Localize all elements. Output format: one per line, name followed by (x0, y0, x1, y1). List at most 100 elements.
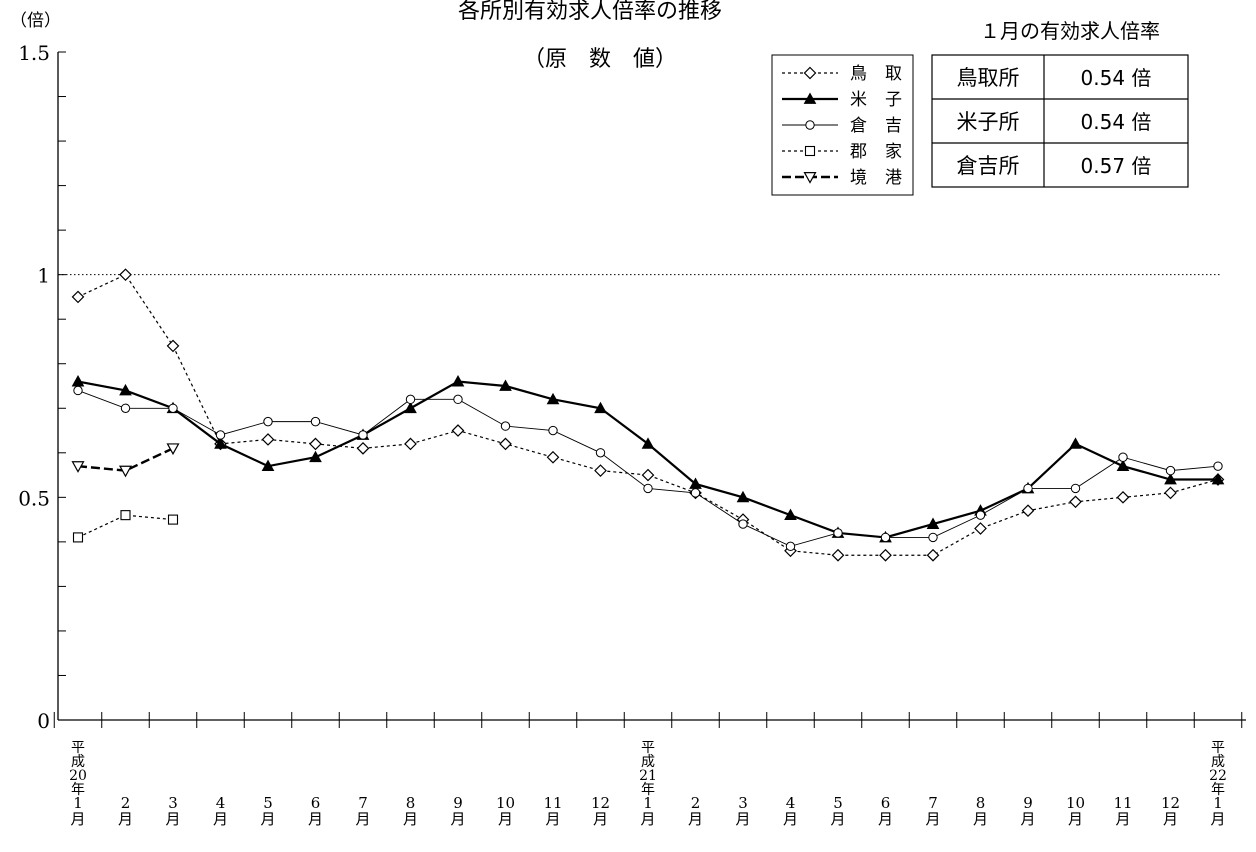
diamond-marker (404, 437, 417, 451)
triangle-marker (404, 401, 417, 414)
x-era-char: 平 (1211, 740, 1225, 756)
circle-marker (833, 528, 843, 538)
x-tick-label: 12 月 (591, 794, 610, 828)
x-month-number: 6 (311, 794, 321, 812)
chart-subtitle: （原 数 値） (523, 47, 677, 72)
x-month-label: 12 月 (591, 794, 610, 828)
x-era-char: 21 (639, 768, 657, 784)
table-value-cell: 0.54 倍 (1081, 66, 1152, 90)
x-month-number: 9 (453, 794, 463, 812)
series-line (77, 390, 1219, 547)
circle-marker (805, 120, 815, 130)
x-month-unit: 月 (260, 810, 275, 828)
x-month-number: 5 (833, 794, 843, 812)
diamond-marker (1069, 495, 1082, 509)
triangle-marker (926, 517, 940, 529)
triangle-marker (119, 383, 132, 396)
x-month-label: 10 月 (1066, 794, 1085, 828)
x-era-char: 年 (641, 782, 655, 798)
diamond-marker (879, 548, 892, 562)
table-office-cell: 米子所 (957, 110, 1020, 134)
x-tick-label: 11 月 (543, 794, 562, 828)
x-era-char: 成 (1211, 754, 1225, 770)
triangle-marker (309, 450, 322, 463)
x-era-char: 年 (71, 782, 85, 798)
triangle-down-marker (118, 465, 133, 478)
x-month-number: 11 (1113, 794, 1132, 812)
x-era-char: 年 (1211, 782, 1225, 798)
x-month-label: 12 月 (1161, 794, 1180, 828)
x-month-number: 2 (691, 794, 701, 812)
x-month-number: 4 (216, 794, 226, 812)
x-tick-label: 12 月 (1161, 794, 1180, 828)
circle-marker (73, 385, 83, 396)
triangle-down-marker (166, 443, 180, 456)
triangle-marker (546, 392, 560, 405)
diamond-marker (356, 441, 370, 455)
x-month-unit: 月 (450, 810, 465, 828)
diamond-marker (926, 548, 940, 562)
series-triangle-down (71, 443, 180, 478)
triangle-marker (641, 437, 655, 449)
triangle-down-marker (803, 172, 817, 184)
triangle-marker (451, 375, 465, 387)
circle-marker (310, 416, 321, 427)
x-era-char: 20 (69, 768, 87, 784)
x-month-number: 9 (1023, 794, 1033, 812)
x-month-unit: 月 (783, 810, 798, 828)
y-tick-label: 0 (37, 709, 50, 733)
legend-label: 鳥 取 (850, 64, 902, 84)
x-month-number: 1 (73, 794, 83, 812)
circle-marker (1165, 465, 1176, 476)
x-month-unit: 月 (213, 810, 228, 828)
circle-marker (738, 519, 748, 529)
square-marker (72, 532, 84, 543)
table-border (931, 54, 1189, 188)
triangle-marker (594, 401, 607, 414)
circle-marker (120, 403, 131, 413)
triangle-marker (784, 508, 797, 521)
triangle-down-marker (71, 461, 85, 473)
legend-item: 米 子 (782, 90, 902, 110)
x-month-unit: 月 (1115, 810, 1130, 828)
x-month-unit: 月 (70, 810, 85, 828)
circle-marker (358, 430, 368, 440)
triangle-marker (736, 490, 750, 503)
x-month-number: 4 (786, 794, 796, 812)
square-marker (120, 510, 131, 521)
series-line (77, 514, 174, 538)
legend-item: 鳥 取 (782, 64, 902, 84)
x-month-unit: 月 (830, 810, 845, 828)
x-tick-label: 10 月 (1066, 794, 1085, 828)
diamond-marker (546, 450, 560, 464)
x-month-unit: 月 (688, 810, 703, 828)
triangle-marker (1211, 472, 1225, 485)
triangle-marker (803, 92, 817, 104)
series-diamond (71, 268, 1225, 562)
circle-marker (643, 483, 653, 494)
circle-marker (1023, 483, 1033, 494)
x-era-char: 平 (641, 740, 655, 756)
diamond-marker (831, 548, 845, 562)
x-month-unit: 月 (925, 810, 940, 828)
triangle-marker (214, 437, 227, 449)
legend-item: 倉 吉 (782, 116, 902, 136)
x-month-unit: 月 (1163, 810, 1178, 828)
diamond-marker (803, 66, 817, 80)
diamond-marker (641, 468, 655, 482)
y-tick-label: 1.5 (18, 41, 50, 65)
